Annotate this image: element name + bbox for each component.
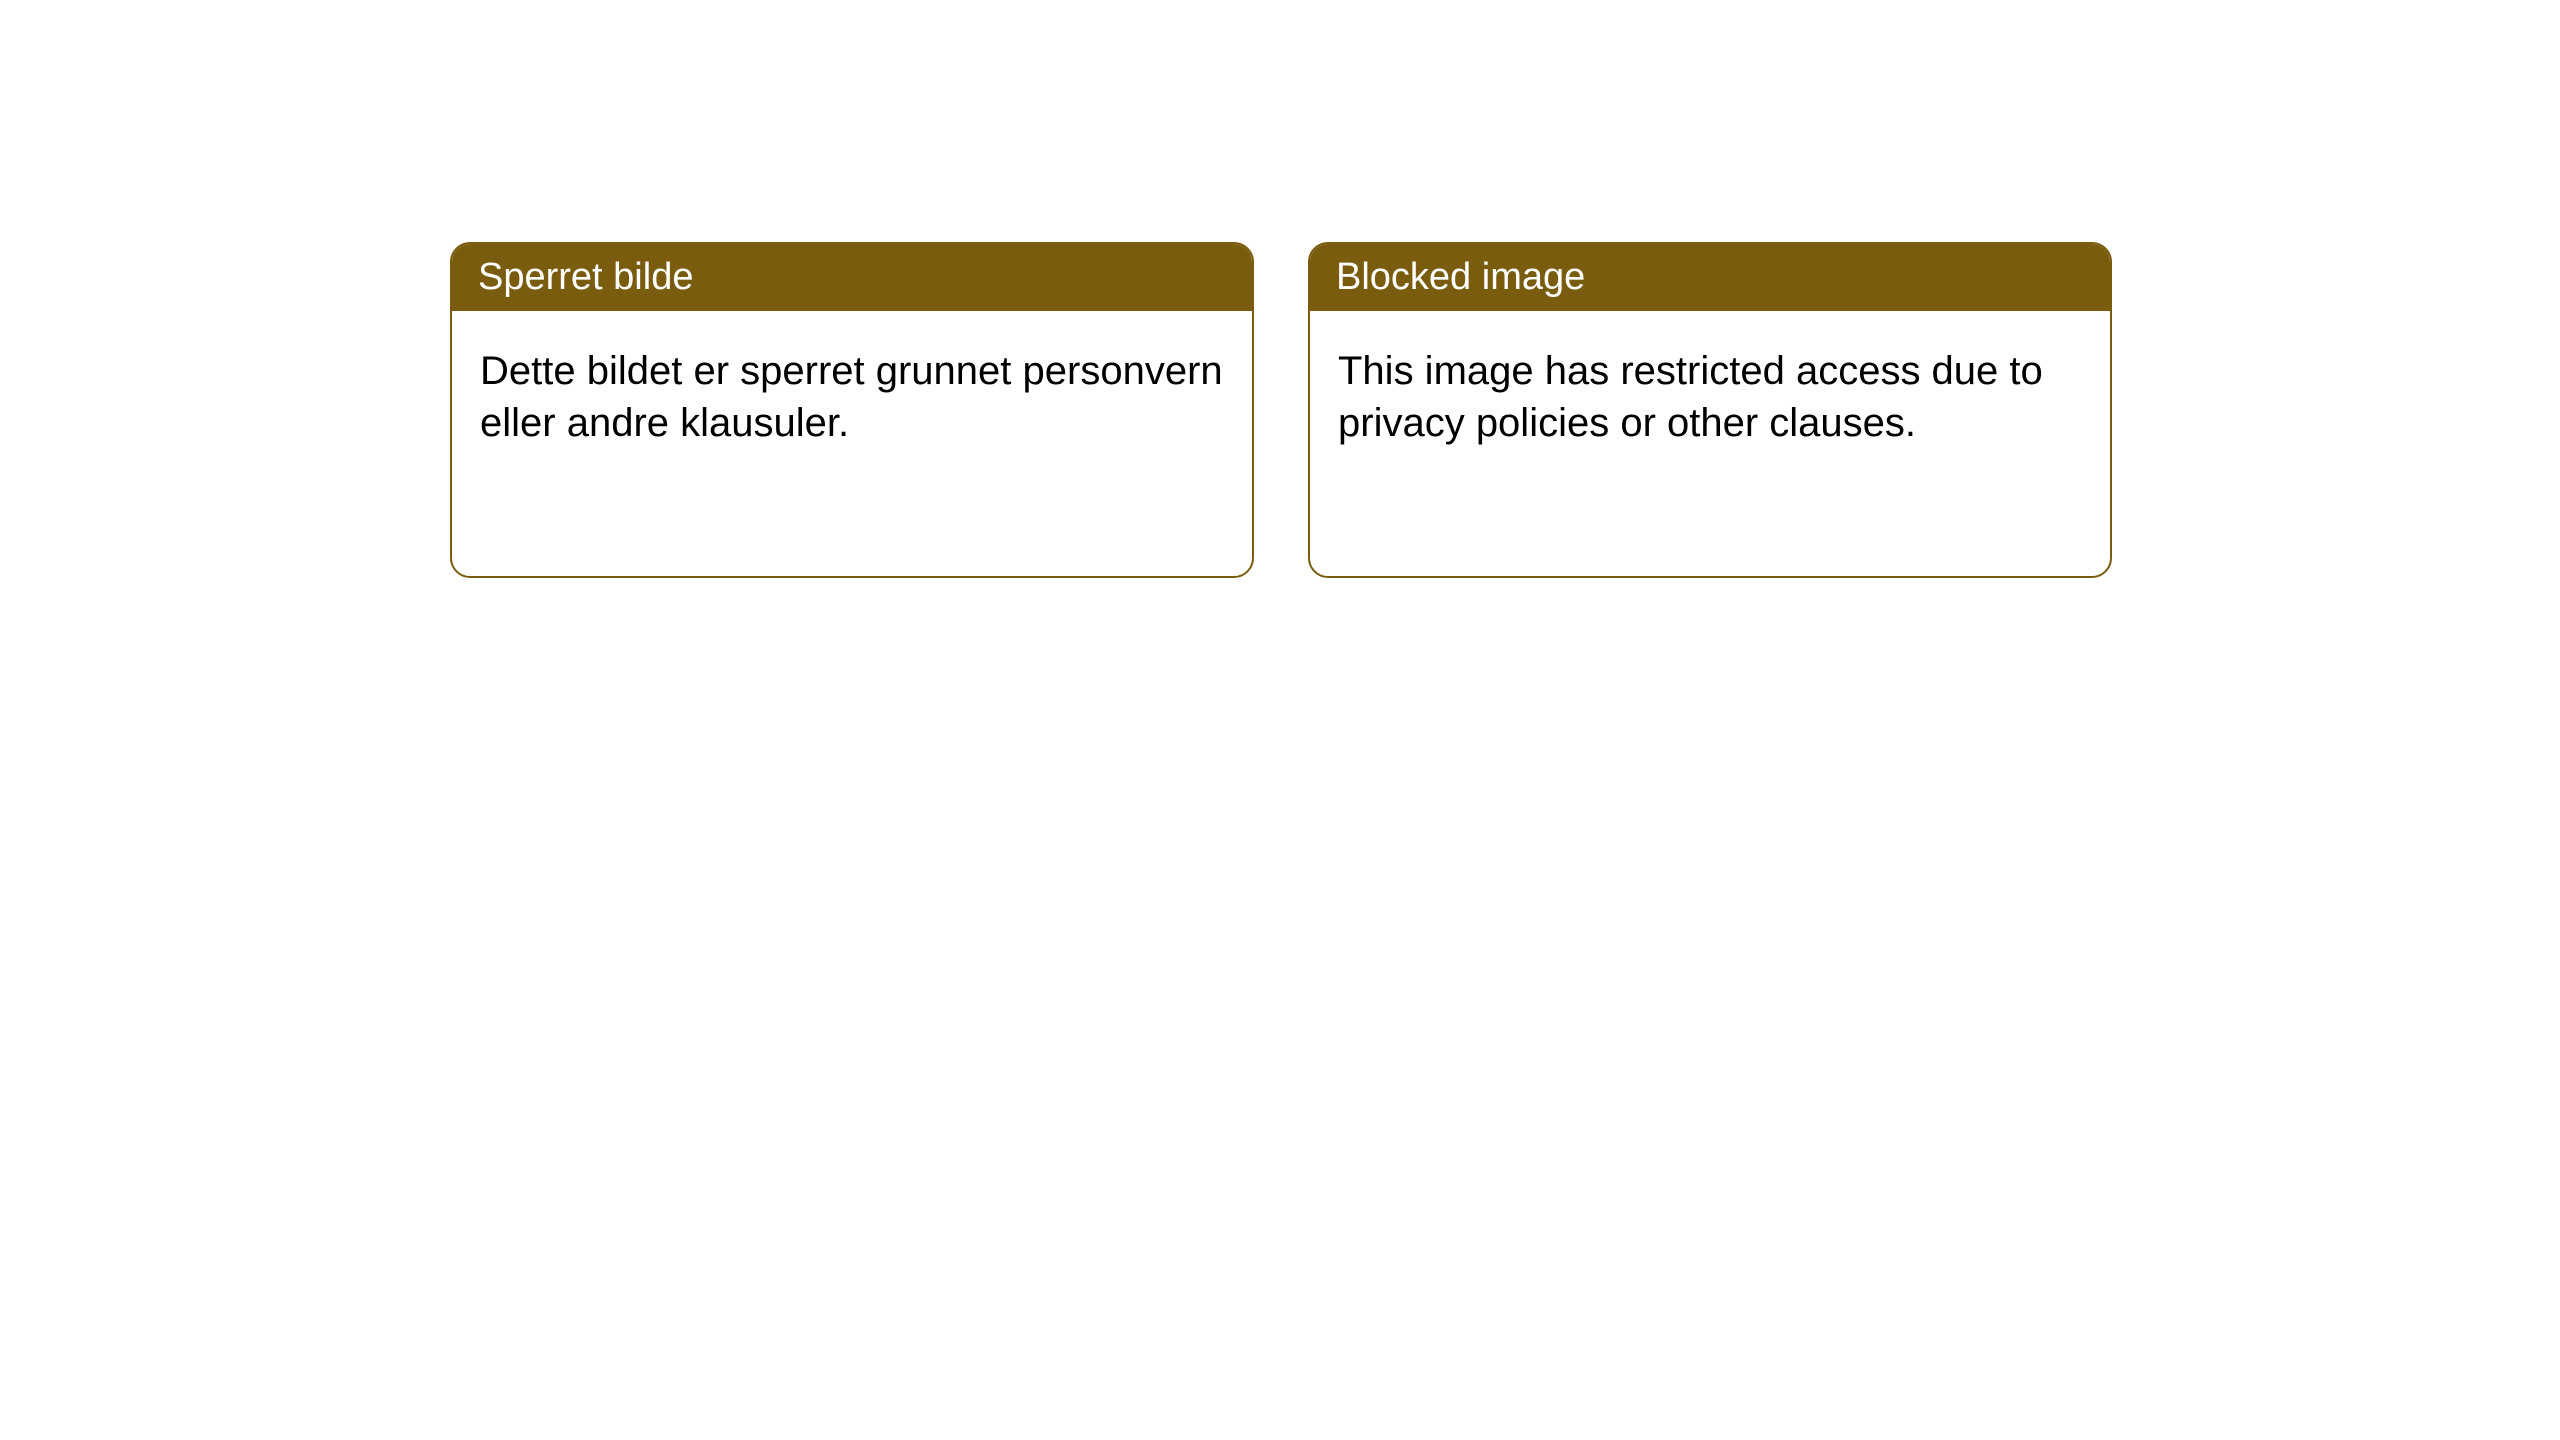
notice-body: This image has restricted access due to … <box>1310 311 2110 483</box>
notice-title: Sperret bilde <box>478 256 693 298</box>
notice-body: Dette bildet er sperret grunnet personve… <box>452 311 1252 483</box>
notice-body-text: Dette bildet er sperret grunnet personve… <box>480 349 1223 445</box>
notice-card-norwegian: Sperret bilde Dette bildet er sperret gr… <box>450 242 1254 578</box>
notice-body-text: This image has restricted access due to … <box>1338 349 2043 445</box>
notice-header: Sperret bilde <box>452 244 1252 311</box>
notice-header: Blocked image <box>1310 244 2110 311</box>
notice-card-english: Blocked image This image has restricted … <box>1308 242 2112 578</box>
notice-container: Sperret bilde Dette bildet er sperret gr… <box>450 242 2112 578</box>
notice-title: Blocked image <box>1336 256 1585 298</box>
